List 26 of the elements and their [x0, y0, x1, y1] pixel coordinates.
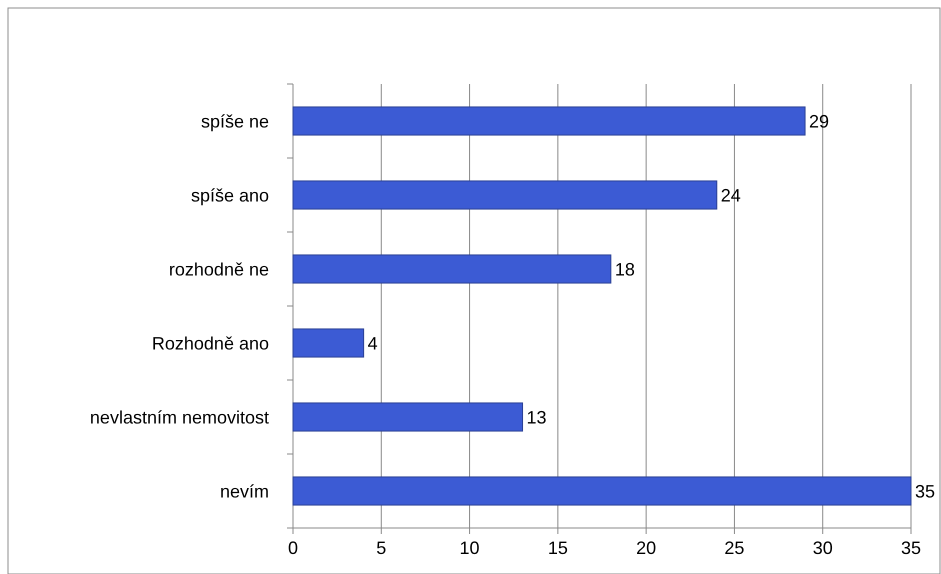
x-tick-label: 5 — [376, 538, 386, 558]
bar — [292, 402, 524, 432]
bar — [292, 328, 364, 358]
data-label: 13 — [526, 407, 547, 428]
x-tick-label: 20 — [636, 538, 656, 558]
x-tick-label: 30 — [812, 538, 833, 558]
data-label: 35 — [915, 481, 936, 502]
data-label: 4 — [368, 333, 378, 354]
bar — [292, 180, 718, 210]
y-tick-label: rozhodně ne — [168, 259, 269, 280]
y-tick-label: spíše ano — [190, 185, 269, 206]
y-tick-label: Rozhodně ano — [152, 333, 269, 354]
x-tick-label: 25 — [724, 538, 744, 558]
y-tick-label: nevlastním nemovitost — [90, 407, 269, 428]
bar — [292, 106, 806, 136]
x-tick-label: 10 — [460, 538, 480, 558]
data-label: 18 — [614, 259, 635, 280]
y-tick-label: spíše ne — [200, 111, 269, 132]
data-label: 24 — [720, 185, 741, 206]
x-tick-label: 0 — [288, 538, 298, 558]
y-tick-label: nevím — [220, 481, 269, 502]
data-label: 29 — [809, 111, 830, 132]
x-tick-label: 35 — [900, 538, 922, 558]
bar — [292, 254, 612, 284]
bar — [292, 476, 912, 506]
x-tick-label: 15 — [548, 538, 568, 558]
